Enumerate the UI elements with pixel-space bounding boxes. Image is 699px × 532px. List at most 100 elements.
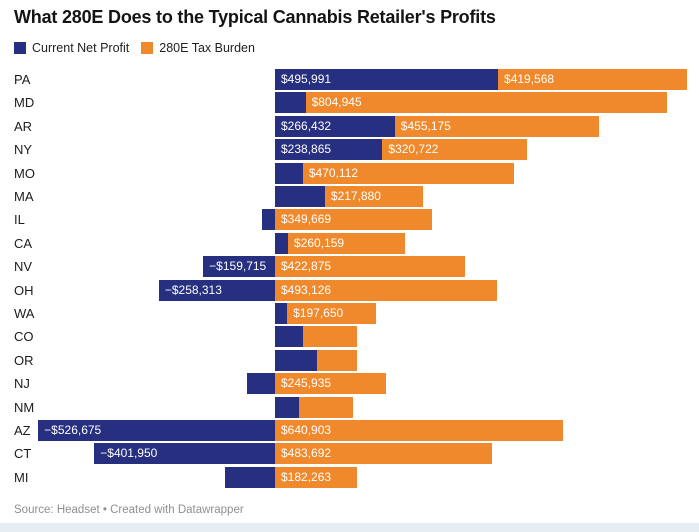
tax-burden-bar-oh[interactable]: $493,126: [275, 279, 497, 301]
net-profit-bar-co[interactable]: [275, 326, 303, 348]
state-label-il: IL: [14, 212, 25, 228]
chart-row-oh: OH −$258,313 $493,126: [0, 279, 699, 301]
state-label-oh: OH: [14, 282, 34, 298]
chart-row-ar: AR $266,432 $455,175: [0, 115, 699, 137]
tax-burden-bar-mi[interactable]: $182,263: [275, 466, 357, 488]
tax-burden-bar-nm[interactable]: [298, 396, 353, 418]
net-profit-bar-mo[interactable]: [275, 162, 303, 184]
tax-burden-bar-md[interactable]: $804,945: [305, 92, 668, 114]
tax-burden-bar-nv[interactable]: $422,875: [275, 256, 466, 278]
chart-row-co: CO: [0, 326, 699, 348]
state-label-wa: WA: [14, 306, 35, 321]
tax-burden-value-label: $493,126: [281, 282, 332, 297]
chart-title: What 280E Does to the Typical Cannabis R…: [14, 7, 496, 27]
bottom-strip: [0, 523, 699, 532]
chart-row-or: OR: [0, 349, 699, 371]
net-profit-bar-pa[interactable]: $495,991: [275, 69, 499, 90]
chart-row-ct: CT −$401,950 $483,692: [0, 443, 699, 465]
state-label-ct: CT: [14, 446, 32, 462]
tax-burden-value-label: $483,692: [281, 446, 332, 461]
tax-burden-bar-ny[interactable]: $320,722: [382, 139, 527, 161]
legend-label-current-net-profit: Current Net Profit: [32, 41, 130, 55]
chart-row-mi: MI $182,263: [0, 466, 699, 488]
net-profit-value-label: −$401,950: [100, 446, 158, 461]
chart-row-az: AZ −$526,675 $640,903: [0, 420, 699, 441]
net-profit-value-label: −$159,715: [209, 259, 267, 274]
net-profit-bar-md[interactable]: [275, 92, 306, 114]
legend-label-280e-tax-burden: 280E Tax Burden: [159, 41, 255, 55]
chart-row-nm: NM: [0, 396, 699, 418]
net-profit-bar-nm[interactable]: [275, 396, 299, 418]
tax-burden-value-label: $245,935: [281, 376, 332, 391]
net-profit-bar-ca[interactable]: [275, 232, 289, 254]
tax-burden-bar-az[interactable]: $640,903: [275, 420, 564, 441]
net-profit-value-label: $495,991: [281, 72, 332, 86]
chart-row-ny: NY $238,865 $320,722: [0, 139, 699, 161]
state-label-ny: NY: [14, 142, 33, 158]
tax-burden-value-label: $349,669: [281, 212, 332, 227]
chart-row-nj: NJ $245,935: [0, 373, 699, 395]
net-profit-bar-nj[interactable]: [247, 373, 275, 395]
chart-row-md: MD $804,945: [0, 92, 699, 114]
net-profit-value-label: $266,432: [281, 118, 332, 133]
chart-row-pa: PA $495,991 $419,568: [0, 69, 699, 90]
tax-burden-value-label: $419,568: [504, 72, 555, 86]
tax-burden-bar-il[interactable]: $349,669: [275, 209, 433, 231]
net-profit-value-label: −$526,675: [44, 423, 102, 437]
tax-burden-value-label: $640,903: [281, 423, 332, 437]
net-profit-swatch-icon: [14, 42, 26, 54]
chart-row-mo: MO $470,112: [0, 162, 699, 184]
tax-burden-value-label: $197,650: [293, 306, 344, 320]
tax-burden-bar-nj[interactable]: $245,935: [275, 373, 386, 395]
legend-item-current-net-profit: Current Net Profit: [14, 41, 129, 55]
chart-row-ca: CA $260,159: [0, 232, 699, 254]
net-profit-bar-or[interactable]: [275, 349, 317, 371]
tax-burden-bar-wa[interactable]: $197,650: [287, 303, 376, 324]
tax-burden-bar-ar[interactable]: $455,175: [394, 115, 600, 137]
tax-burden-bar-mo[interactable]: $470,112: [302, 162, 515, 184]
state-label-nv: NV: [14, 259, 33, 275]
state-label-co: CO: [14, 329, 34, 345]
net-profit-bar-ct[interactable]: −$401,950: [94, 443, 275, 465]
tax-burden-value-label: $804,945: [311, 95, 362, 110]
tax-burden-bar-ca[interactable]: $260,159: [288, 232, 405, 254]
state-label-nm: NM: [14, 399, 35, 415]
tax-burden-bar-or[interactable]: [316, 349, 357, 371]
net-profit-bar-il[interactable]: [261, 209, 275, 231]
net-profit-value-label: $238,865: [281, 142, 332, 157]
tax-burden-value-label: $320,722: [388, 142, 439, 157]
state-label-md: MD: [14, 95, 35, 111]
net-profit-bar-ny[interactable]: $238,865: [275, 139, 383, 161]
chart-row-il: IL $349,669: [0, 209, 699, 231]
stacked-bar-chart: PA $495,991 $419,568 MD $804,945 AR $266,432 $4…: [0, 60, 699, 498]
chart-row-nv: NV −$159,715 $422,875: [0, 256, 699, 278]
net-profit-bar-ma[interactable]: [275, 186, 325, 207]
state-label-pa: PA: [14, 72, 31, 87]
tax-burden-value-label: $470,112: [308, 165, 359, 180]
net-profit-bar-mi[interactable]: [224, 466, 275, 488]
net-profit-bar-nv[interactable]: −$159,715: [203, 256, 275, 278]
tax-burden-value-label: $260,159: [294, 235, 345, 250]
tax-burden-bar-co[interactable]: [302, 326, 357, 348]
chart-row-wa: WA $197,650: [0, 303, 699, 324]
net-profit-bar-oh[interactable]: −$258,313: [158, 279, 275, 301]
state-label-or: OR: [14, 352, 34, 368]
state-label-nj: NJ: [14, 376, 30, 392]
source-note: Source: Headset • Created with Datawrapp…: [14, 504, 244, 516]
net-profit-bar-az[interactable]: −$526,675: [38, 420, 275, 441]
tax-burden-value-label: $217,880: [330, 189, 381, 203]
tax-burden-value-label: $182,263: [281, 469, 332, 484]
tax-burden-bar-ma[interactable]: $217,880: [324, 186, 423, 207]
state-label-mo: MO: [14, 165, 35, 181]
state-label-ma: MA: [14, 189, 34, 204]
net-profit-bar-ar[interactable]: $266,432: [275, 115, 395, 137]
net-profit-bar-wa[interactable]: [275, 303, 288, 324]
state-label-mi: MI: [14, 469, 29, 485]
tax-burden-bar-ct[interactable]: $483,692: [275, 443, 493, 465]
tax-burden-bar-pa[interactable]: $419,568: [498, 69, 687, 90]
legend: Current Net Profit 280E Tax Burden: [14, 41, 255, 55]
tax-burden-value-label: $455,175: [400, 118, 451, 133]
legend-item-280e-tax-burden: 280E Tax Burden: [141, 41, 255, 55]
state-label-ca: CA: [14, 235, 33, 251]
